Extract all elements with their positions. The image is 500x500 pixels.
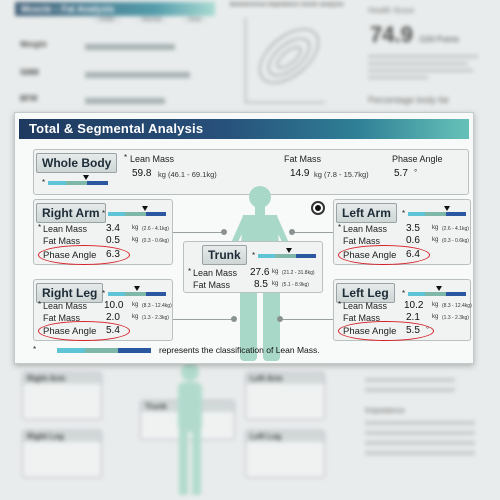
right-arm-lean-marker: [142, 206, 148, 211]
left-leg-fat-label: Fat Mass: [343, 313, 381, 323]
connector-left-arm: [293, 232, 333, 233]
bg-col-normal: Normal: [135, 17, 168, 23]
connector-dot-left-arm: [289, 229, 295, 235]
connector-dot-left-leg: [277, 316, 283, 322]
connector-dot-right-leg: [231, 316, 237, 322]
bg-health-score-title: Health Score: [368, 6, 415, 15]
card-title: Total & Segmental Analysis: [19, 119, 469, 139]
bg-muscle-fat-header: Muscle – Fat Analysis: [15, 2, 215, 16]
lean-mass-legend: * represents the classification of Lean …: [33, 345, 320, 355]
right-leg-lean-value: 10.0: [104, 300, 124, 311]
trunk-title: Trunk: [202, 245, 247, 265]
left-arm-fat-range: (0.3 - 0.6kg): [442, 238, 469, 244]
view-toggle-icon[interactable]: [311, 201, 325, 215]
bg-body-figure: [178, 363, 202, 495]
right-arm-fat-value: 0.5: [106, 235, 120, 246]
trunk-lean-value: 27.6: [250, 267, 270, 278]
left-leg-fat-range: (1.3 - 2.3kg): [442, 315, 469, 321]
right-arm-lean-bar: [108, 212, 166, 216]
bg-row-weight: Weight: [20, 40, 220, 58]
right-arm-lean-label: Lean Mass: [43, 224, 88, 234]
right-leg-lean-label: Lean Mass: [43, 301, 88, 311]
left-leg-lean-label: Lean Mass: [343, 301, 388, 311]
trunk-fat-value: 8.5: [254, 279, 268, 290]
right-arm-lean-range: (2.6 - 4.1kg): [142, 226, 169, 232]
connector-right-leg: [173, 319, 235, 320]
bg-col-over: Over: [182, 17, 208, 23]
whole-body-fat-range: kg (7.8 - 15.7kg): [314, 170, 369, 179]
bg-scatter-plot: [245, 18, 329, 103]
trunk-fat-label: Fat Mass: [193, 280, 231, 290]
right-leg-fat-label: Fat Mass: [43, 313, 81, 323]
left-leg-lean-value: 10.2: [404, 300, 424, 311]
connector-dot-right-arm: [221, 229, 227, 235]
bg-row-bfm: BFM: [20, 94, 220, 112]
trunk-lean-label: Lean Mass: [193, 268, 238, 278]
right-arm-panel: Right Arm * * Lean Mass 3.4 kg (2.6 - 4.…: [33, 199, 173, 265]
bg-impedance-block: Impedance: [365, 372, 485, 461]
right-leg-lean-bar: [108, 292, 166, 296]
right-leg-phase-angle-highlight: [38, 321, 130, 341]
connector-right-arm: [173, 232, 225, 233]
right-arm-lean-value: 3.4: [106, 223, 120, 234]
whole-body-phase-angle-label: Phase Angle: [392, 154, 443, 164]
right-leg-lean-range: (8.3 - 12.4kg): [142, 303, 172, 309]
left-arm-lean-marker: [444, 206, 450, 211]
trunk-lean-range: (21.2 - 31.8kg): [282, 270, 315, 276]
whole-body-lean-bar: [48, 181, 108, 185]
whole-body-lean-marker: [83, 175, 89, 180]
right-leg-fat-range: (1.3 - 2.3kg): [142, 315, 169, 321]
left-leg-fat-value: 2.1: [406, 312, 420, 323]
whole-body-phase-angle-value: 5.7: [394, 168, 408, 179]
left-leg-lean-bar: [408, 292, 466, 296]
left-arm-lean-label: Lean Mass: [343, 224, 388, 234]
whole-body-lean-label: Lean Mass: [130, 154, 175, 164]
left-leg-panel: Left Leg * * Lean Mass 10.2 kg (8.3 - 12…: [333, 279, 472, 341]
right-arm-phase-angle-highlight: [38, 245, 130, 265]
bg-health-score: 74.9 /100 Points: [370, 22, 459, 47]
right-arm-fat-label: Fat Mass: [43, 236, 81, 246]
segmental-analysis-card: Total & Segmental Analysis Whole Body * …: [14, 112, 474, 364]
whole-body-lean-range: kg (46.1 - 69.1kg): [158, 170, 217, 179]
whole-body-lean-value: 59.8: [132, 168, 152, 179]
left-leg-lean-range: (8.3 - 12.4kg): [442, 303, 472, 309]
left-leg-title: Left Leg: [336, 283, 395, 303]
left-arm-fat-label: Fat Mass: [343, 236, 381, 246]
whole-body-fat-value: 14.9: [290, 168, 310, 179]
trunk-fat-range: (5.1 - 8.9kg): [282, 282, 309, 288]
right-leg-fat-value: 2.0: [106, 312, 120, 323]
right-leg-lean-marker: [134, 286, 140, 291]
left-arm-title: Left Arm: [336, 203, 397, 223]
left-arm-fat-value: 0.6: [406, 235, 420, 246]
trunk-lean-bar: [258, 254, 316, 258]
whole-body-title: Whole Body: [36, 153, 118, 173]
whole-body-fat-label: Fat Mass: [284, 154, 322, 164]
trunk-lean-marker: [286, 248, 292, 253]
left-arm-lean-range: (2.6 - 4.1kg): [442, 226, 469, 232]
left-leg-lean-marker: [436, 286, 442, 291]
connector-left-leg: [280, 319, 333, 320]
right-leg-panel: Right Leg * * Lean Mass 10.0 kg (8.3 - 1…: [33, 279, 173, 341]
legend-text: represents the classification of Lean Ma…: [159, 345, 320, 355]
bg-col-under: Under: [92, 17, 121, 23]
left-arm-phase-angle-highlight: [338, 245, 430, 265]
bg-pbf-title: Percentage body fat: [368, 95, 449, 105]
left-leg-phase-angle-highlight: [338, 321, 434, 341]
right-leg-title: Right Leg: [36, 283, 104, 303]
bg-row-smm: SMM: [20, 68, 220, 86]
legend-classification-bar: [57, 348, 151, 353]
left-arm-lean-value: 3.5: [406, 223, 420, 234]
whole-body-panel: Whole Body * * Lean Mass 59.8 kg (46.1 -…: [33, 149, 469, 195]
bg-scatter-title: Bioelectrical impedance vector analysis: [230, 2, 344, 8]
trunk-panel: Trunk * * Lean Mass 27.6 kg (21.2 - 31.8…: [183, 241, 323, 293]
left-arm-panel: Left Arm * * Lean Mass 3.5 kg (2.6 - 4.1…: [333, 199, 471, 265]
bg-columns: Under Normal Over: [85, 17, 215, 23]
right-arm-title: Right Arm: [36, 203, 106, 223]
left-arm-lean-bar: [408, 212, 466, 216]
right-arm-fat-range: (0.3 - 0.6kg): [142, 238, 169, 244]
